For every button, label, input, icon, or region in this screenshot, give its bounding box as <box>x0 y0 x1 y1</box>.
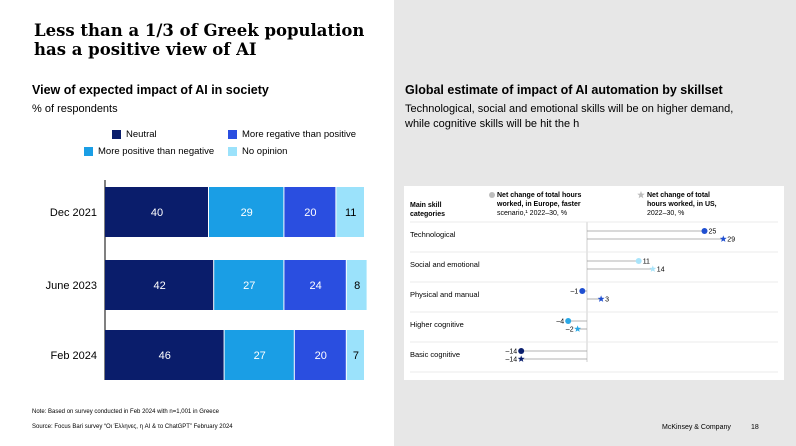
europe-dot <box>518 348 525 354</box>
skill-legend-label: Net change of total hours <box>497 192 582 199</box>
europe-dot <box>579 288 586 294</box>
skill-category-label: Higher cognitive <box>410 320 464 329</box>
legend-label: More regative than positive <box>242 129 357 140</box>
us-star <box>597 295 605 302</box>
skill-table-header: Main skill <box>410 202 442 209</box>
bar-category-label: Feb 2024 <box>51 350 97 362</box>
us-value-label: 14 <box>657 267 665 274</box>
bar-segment <box>284 260 346 310</box>
skill-table-header: categories <box>410 211 445 218</box>
europe-value-label: –4 <box>556 319 564 326</box>
bar-segment <box>284 187 336 237</box>
legend-item-more-positive: More positive than negative <box>84 146 214 157</box>
legend-item-no-opinion: No opinion <box>228 146 287 157</box>
footnote-source: Source: Focus Bari survey “Οι Έλληνες, η… <box>32 424 233 430</box>
us-star <box>719 235 727 242</box>
legend-label: More positive than negative <box>98 146 215 157</box>
slide-title: Less than a 1/3 of Greek population has … <box>34 21 365 59</box>
us-star <box>649 265 657 272</box>
right-description-line-1: Technological, social and emotional skil… <box>405 103 734 115</box>
skill-chart-panel: Main skill categories Net change of total … <box>404 186 784 380</box>
left-chart-title: View of expected impact of AI in society <box>32 83 269 97</box>
skill-category-label: Physical and manual <box>410 290 480 299</box>
bar-value-label: 27 <box>254 350 266 362</box>
right-description-line-2: while cognitive skills will be hit the h <box>405 118 580 130</box>
skill-category-label: Technological <box>410 230 456 239</box>
legend-circle-marker <box>489 192 495 198</box>
bar-segment <box>224 330 294 380</box>
bar-value-label: 24 <box>309 280 321 292</box>
skill-legend-label: scenario,¹ 2022–30, % <box>497 210 567 217</box>
legend-swatch <box>228 130 237 139</box>
skill-category-label: Basic cognitive <box>410 350 460 359</box>
legend-swatch <box>84 147 93 156</box>
skill-dot-chart: Main skill categories Net change of total … <box>410 191 778 373</box>
skill-legend-label: Net change of total <box>647 192 710 199</box>
bar-category-label: June 2023 <box>46 280 97 292</box>
skill-legend-label: hours worked, in US, <box>647 201 717 208</box>
brand-name: McKinsey & Company <box>662 424 731 431</box>
legend-label: Neutral <box>126 129 157 140</box>
us-value-label: 29 <box>727 237 735 244</box>
page-number: 18 <box>751 424 759 431</box>
bar-segment <box>209 187 284 237</box>
bar-value-label: 46 <box>159 350 171 362</box>
europe-dot <box>565 318 572 324</box>
skill-legend-label: 2022–30, % <box>647 210 684 217</box>
bar-segment <box>346 330 364 380</box>
europe-value-label: 11 <box>643 259 650 266</box>
skill-legend-label: worked, in Europe, faster <box>496 201 581 208</box>
legend-label: No opinion <box>242 146 288 157</box>
us-star <box>574 325 582 332</box>
stacked-bar-chart: Dec 2021 40 29 20 11 June 2023 42 27 24 8 Feb 2024… <box>46 180 367 380</box>
bar-category-label: Dec 2021 <box>50 207 97 219</box>
europe-dot <box>701 228 708 234</box>
footnote-note: Note: Based on survey conducted in Feb 2… <box>32 409 219 415</box>
bar-value-label: 27 <box>243 280 255 292</box>
europe-dot <box>635 258 642 264</box>
bar-value-label: 7 <box>353 350 359 362</box>
left-chart-unit: % of respondents <box>32 103 118 115</box>
us-value-label: 3 <box>605 297 609 304</box>
europe-value-label: –14 <box>506 349 518 356</box>
legend-swatch <box>112 130 121 139</box>
legend-swatch <box>228 147 237 156</box>
bar-value-label: 20 <box>304 207 316 219</box>
right-section-title: Global estimate of impact of AI automati… <box>405 83 723 97</box>
bar-value-label: 8 <box>354 280 360 292</box>
bar-value-label: 42 <box>153 280 165 292</box>
skill-category-label: Social and emotional <box>410 260 480 269</box>
bar-segment <box>105 187 208 237</box>
us-value-label: –2 <box>566 327 574 334</box>
europe-value-label: –1 <box>571 289 579 296</box>
us-star <box>517 355 525 362</box>
legend-item-more-negative: More regative than positive <box>228 129 356 140</box>
bar-value-label: 40 <box>151 207 163 219</box>
legend-star-marker <box>637 191 645 199</box>
legend-item-neutral: Neutral <box>112 129 157 140</box>
bar-segment <box>346 260 367 310</box>
bar-value-label: 29 <box>241 207 253 219</box>
bar-value-label: 20 <box>315 350 327 362</box>
bar-value-label: 11 <box>345 207 356 219</box>
bar-segment <box>214 260 284 310</box>
bar-segment <box>294 330 346 380</box>
bar-segment <box>105 330 224 380</box>
europe-value-label: 25 <box>709 229 717 236</box>
bar-segment <box>105 260 214 310</box>
bar-segment <box>336 187 364 237</box>
us-value-label: –14 <box>506 357 518 364</box>
